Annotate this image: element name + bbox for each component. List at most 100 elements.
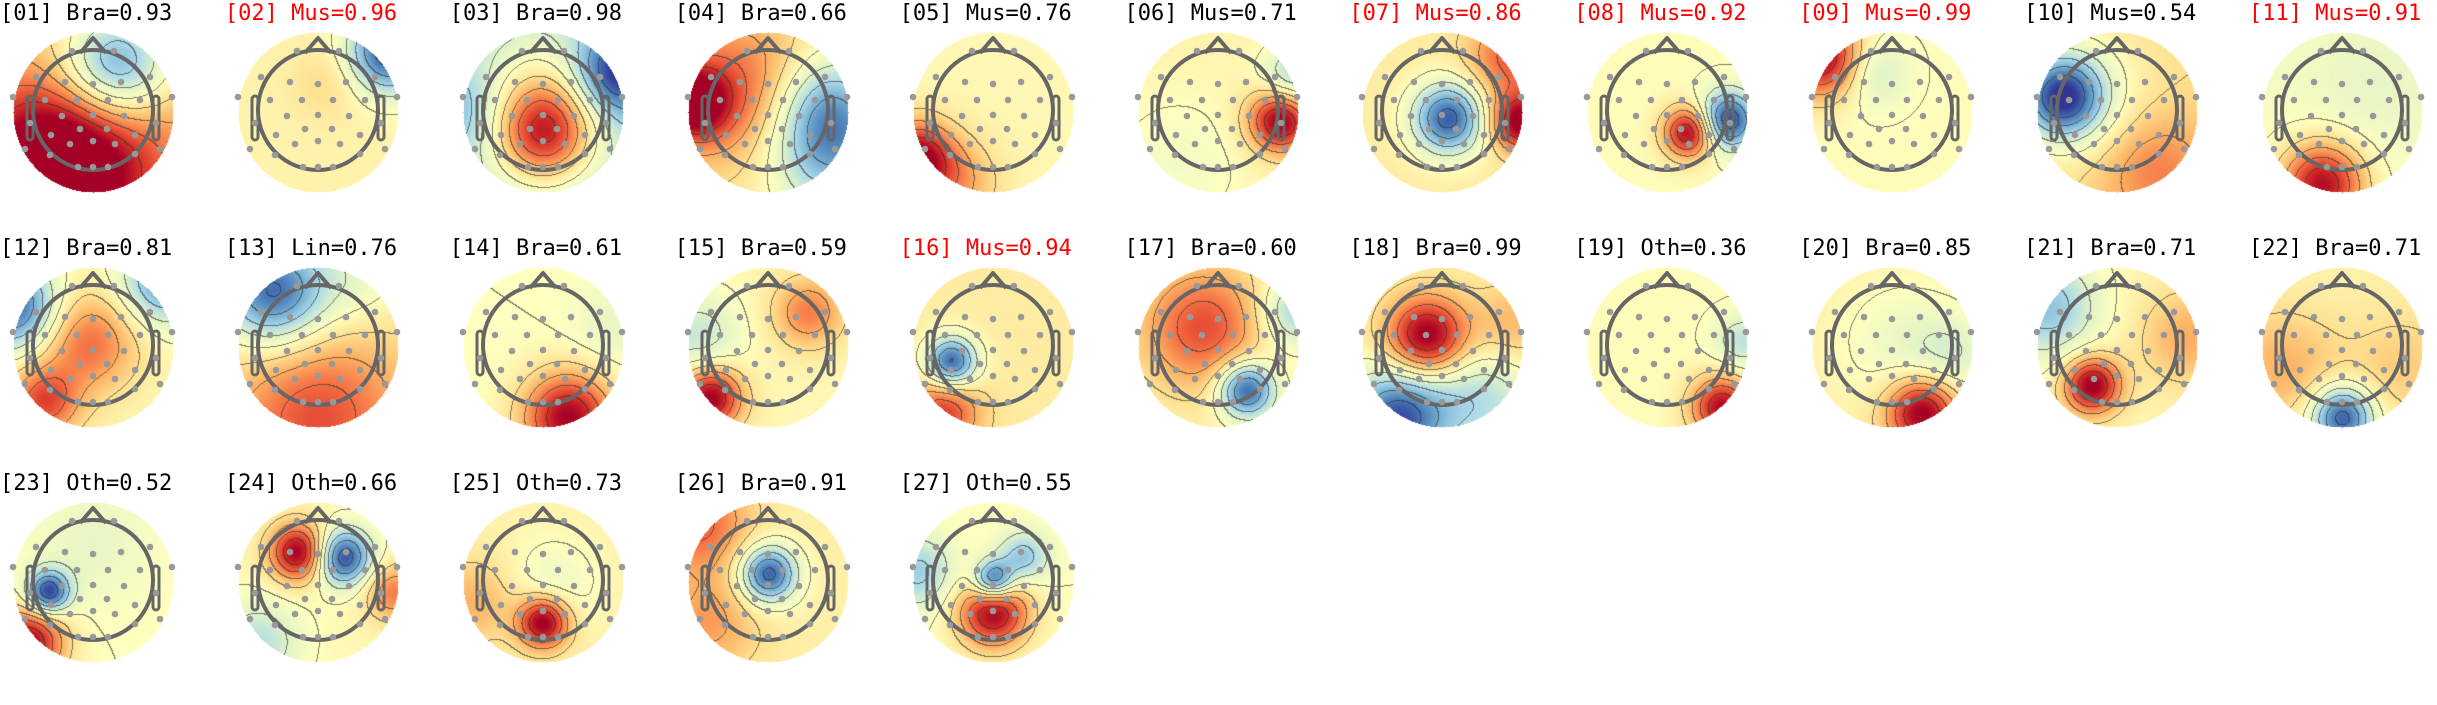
- sensor-dot: [272, 601, 280, 609]
- component-label: [05] Mus=0.76: [899, 1, 1072, 26]
- sensor-dot: [989, 111, 996, 119]
- sensor-dot: [156, 145, 164, 153]
- sensor-dot: [1031, 620, 1038, 628]
- sensor-dot: [1910, 375, 1918, 383]
- sensor-dot: [1888, 80, 1896, 88]
- head-outline: [684, 271, 850, 407]
- sensor-dot: [764, 137, 771, 145]
- left-ear-icon: [2049, 94, 2059, 142]
- sensor-dot: [554, 331, 562, 339]
- sensor-dot: [806, 131, 813, 139]
- sensor-dot: [314, 607, 322, 615]
- sensor-dot: [707, 543, 714, 551]
- sensor-dot: [618, 328, 626, 336]
- sensor-dot: [32, 73, 40, 81]
- sensor-dot: [89, 111, 97, 119]
- sensor-dot: [554, 96, 562, 104]
- sensor-dot: [602, 119, 610, 127]
- right-ear-icon: [1725, 329, 1735, 377]
- sensor-dot: [1010, 517, 1017, 525]
- sensor-dot: [602, 589, 610, 597]
- nose-icon: [78, 506, 108, 525]
- sensor-dot: [329, 163, 337, 171]
- sensor-dot: [1461, 375, 1468, 383]
- sensor-dot: [1382, 73, 1389, 81]
- right-ear-icon: [601, 329, 611, 377]
- sensor-dot: [786, 610, 793, 618]
- sensor-dot: [1261, 96, 1268, 104]
- sensor-dot: [1705, 366, 1713, 374]
- sensor-dot: [567, 548, 575, 556]
- sensor-dot: [2176, 354, 2184, 362]
- sensor-dot: [393, 328, 401, 336]
- sensor-dot: [131, 385, 139, 393]
- sensor-dot: [1017, 78, 1024, 86]
- sensor-dot: [539, 80, 547, 88]
- component-label: [22] Bra=0.71: [2249, 236, 2422, 261]
- component-panel: [08] Mus=0.92: [1574, 0, 1799, 235]
- nose-icon: [1877, 36, 1907, 55]
- sensor-dot: [1506, 380, 1513, 388]
- sensor-dot: [989, 163, 996, 171]
- sensor-dot: [2385, 331, 2393, 339]
- sensor-dot: [827, 354, 834, 362]
- sensor-dot: [32, 543, 40, 551]
- sensor-dot: [764, 581, 771, 589]
- nose-icon: [303, 506, 333, 525]
- sensor-dot: [539, 550, 547, 558]
- sensor-dot: [491, 331, 499, 339]
- sensor-dot: [377, 354, 385, 362]
- sensor-dot: [482, 308, 490, 316]
- sensor-dot: [301, 360, 309, 368]
- sensor-dot: [110, 47, 118, 55]
- component-label: [01] Bra=0.93: [0, 1, 173, 26]
- sensor-dot: [1157, 73, 1164, 81]
- sensor-dot: [1193, 47, 1200, 55]
- sensor-dot: [1046, 308, 1053, 316]
- component-label: [17] Bra=0.60: [1124, 236, 1297, 261]
- sensor-dot: [909, 328, 916, 336]
- sensor-dot: [961, 78, 968, 86]
- sensor-dot: [2270, 380, 2278, 388]
- sensor-dot: [2290, 331, 2298, 339]
- sensor-dot: [356, 620, 364, 628]
- sensor-dot: [2050, 119, 2058, 127]
- sensor-dot: [1648, 163, 1656, 171]
- sensor-dot: [973, 331, 980, 339]
- left-ear-icon: [475, 564, 485, 612]
- sensor-dot: [76, 360, 84, 368]
- sensor-dot: [146, 543, 154, 551]
- sensor-dot: [1903, 163, 1911, 171]
- sensor-dot: [2295, 386, 2303, 394]
- sensor-dot: [1808, 93, 1816, 101]
- sensor-dot: [696, 615, 703, 623]
- sensor-dot: [356, 601, 364, 609]
- sensor-dot: [104, 163, 112, 171]
- sensor-dot: [2113, 398, 2121, 406]
- sensor-dot: [2070, 151, 2078, 159]
- sensor-dot: [764, 550, 771, 558]
- sensor-dot: [974, 163, 981, 171]
- sensor-dot: [2092, 47, 2100, 55]
- sensor-dot: [314, 372, 322, 380]
- right-ear-icon: [2400, 329, 2410, 377]
- right-ear-icon: [151, 94, 161, 142]
- sensor-dot: [1951, 354, 1959, 362]
- component-panel: [06] Mus=0.71: [1125, 0, 1350, 235]
- sensor-dot: [2275, 354, 2283, 362]
- sensor-dot: [989, 372, 996, 380]
- sensor-dot: [1171, 386, 1178, 394]
- sensor-dot: [843, 563, 850, 571]
- sensor-dot: [1031, 601, 1038, 609]
- sensor-dot: [1691, 78, 1699, 86]
- sensor-dot: [1615, 96, 1623, 104]
- sensor-dot: [561, 375, 569, 383]
- sensor-dot: [1647, 96, 1655, 104]
- sensor-dot: [785, 282, 792, 290]
- right-ear-icon: [601, 94, 611, 142]
- sensor-dot: [1663, 315, 1671, 323]
- sensor-dot: [1191, 375, 1198, 383]
- sensor-dot: [286, 78, 294, 86]
- sensor-dot: [361, 566, 369, 574]
- sensor-dot: [511, 313, 519, 321]
